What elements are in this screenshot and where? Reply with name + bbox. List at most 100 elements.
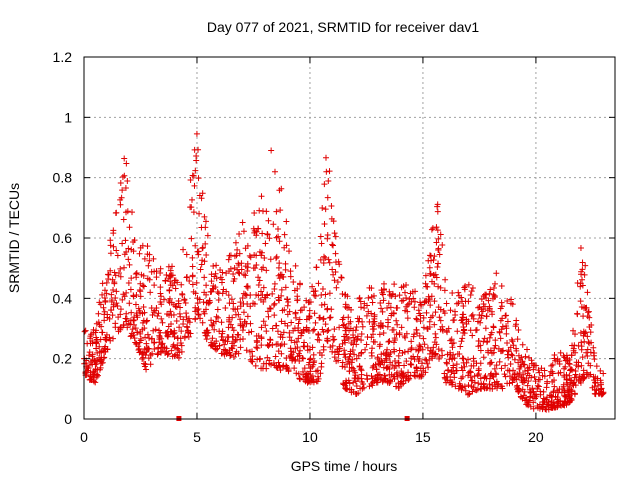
data-point <box>366 284 373 291</box>
data-point <box>579 354 586 361</box>
data-point <box>487 331 494 338</box>
data-point <box>310 361 317 368</box>
y-tick-label: 0.4 <box>53 290 73 306</box>
data-point <box>377 341 384 348</box>
data-point <box>294 296 301 303</box>
data-point <box>356 363 363 370</box>
data-point <box>110 335 117 342</box>
data-point <box>495 345 502 352</box>
data-point <box>189 263 196 270</box>
data-point <box>273 322 280 329</box>
data-point <box>171 333 178 340</box>
data-point <box>307 365 314 372</box>
data-point <box>168 321 175 328</box>
data-point <box>432 309 439 316</box>
data-point <box>483 313 490 320</box>
data-point <box>574 311 581 318</box>
data-point <box>203 252 210 259</box>
data-point <box>276 238 283 245</box>
data-point <box>208 321 215 328</box>
data-point <box>538 365 545 372</box>
data-point <box>123 315 130 322</box>
data-point <box>481 303 488 310</box>
data-point <box>286 308 293 315</box>
data-point <box>368 334 375 341</box>
data-point <box>433 224 440 231</box>
data-point <box>180 246 187 253</box>
data-point <box>365 308 372 315</box>
data-point <box>498 348 505 355</box>
data-point <box>282 266 289 273</box>
data-point <box>432 351 439 358</box>
data-point <box>395 384 402 391</box>
data-point <box>404 315 411 322</box>
data-point <box>516 369 523 376</box>
data-point <box>459 298 466 305</box>
data-point <box>235 311 242 318</box>
data-point <box>330 242 337 249</box>
data-point <box>173 317 180 324</box>
data-point <box>157 265 164 272</box>
data-point <box>387 349 394 356</box>
data-point <box>201 274 208 281</box>
data-point <box>213 262 220 269</box>
data-point <box>258 193 265 200</box>
data-point <box>357 298 364 305</box>
data-point <box>567 366 574 373</box>
data-point <box>331 326 338 333</box>
data-point <box>326 290 333 297</box>
data-point <box>397 379 404 386</box>
data-point <box>552 357 559 364</box>
data-point <box>460 359 467 366</box>
data-point <box>286 329 293 336</box>
data-point <box>408 345 415 352</box>
data-point <box>369 299 376 306</box>
data-point <box>523 396 530 403</box>
data-point <box>131 335 138 342</box>
data-point <box>356 295 363 302</box>
data-point <box>264 291 271 298</box>
data-point <box>139 282 146 289</box>
data-point <box>345 314 352 321</box>
data-point <box>561 365 568 372</box>
data-point <box>480 293 487 300</box>
data-point <box>471 373 478 380</box>
data-point <box>251 300 258 307</box>
data-point <box>301 304 308 311</box>
data-point <box>310 288 317 295</box>
data-point <box>385 338 392 345</box>
data-point <box>320 260 327 267</box>
data-point <box>172 277 179 284</box>
data-point <box>467 327 474 334</box>
data-point <box>299 368 306 375</box>
data-point <box>209 335 216 342</box>
data-point <box>370 363 377 370</box>
data-point <box>207 288 214 295</box>
data-point <box>321 181 328 188</box>
data-point <box>437 284 444 291</box>
data-point <box>584 353 591 360</box>
data-point <box>146 276 153 283</box>
data-point <box>292 345 299 352</box>
data-point <box>590 350 597 357</box>
data-point <box>84 340 91 347</box>
data-point <box>182 299 189 306</box>
data-point <box>96 343 103 350</box>
data-point <box>99 359 106 366</box>
data-point <box>401 372 408 379</box>
data-point <box>390 310 397 317</box>
data-point <box>422 272 429 279</box>
data-point <box>524 346 531 353</box>
data-point <box>358 304 365 311</box>
data-point <box>530 405 537 412</box>
data-point <box>532 378 539 385</box>
data-point <box>167 308 174 315</box>
data-point <box>466 390 473 397</box>
data-point <box>584 289 591 296</box>
data-point <box>506 373 513 380</box>
data-point <box>196 210 203 217</box>
data-point <box>242 272 249 279</box>
data-point <box>319 205 326 212</box>
data-point <box>447 337 454 344</box>
data-point <box>259 292 266 299</box>
